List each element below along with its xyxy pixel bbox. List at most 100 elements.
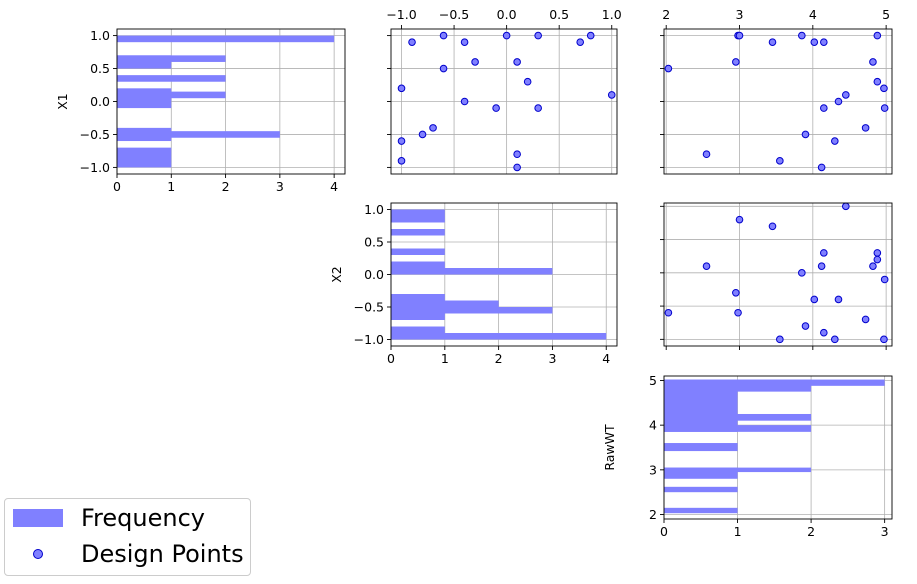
panel-2-2-xtick-label-1: 1 (734, 524, 742, 539)
panel-0-0-ytick-label-3: 0.5 (90, 61, 110, 76)
panel-0-0-bar-5 (117, 75, 226, 82)
panel-1-1-bar-8 (391, 229, 445, 236)
panel-1-1-bar-9 (391, 209, 445, 223)
panel-0-2-point-13 (834, 97, 843, 106)
panel-2-2-frame (663, 375, 893, 520)
legend: Frequency Design Points (4, 498, 251, 576)
frequency-swatch-icon (13, 509, 63, 527)
panel-2-2-ylabel: RawWT (602, 424, 617, 471)
panel-0-1-xtick-label-3: 0.5 (549, 7, 569, 22)
panel-2-2-ytick-label-2: 4 (649, 418, 657, 433)
panel-1-2-point-6 (810, 295, 819, 304)
panel-0-1-point-6 (460, 38, 469, 46)
legend-label-design-points: Design Points (81, 540, 244, 568)
panel-2-2-ytick-label-0: 2 (649, 507, 657, 522)
panel-0-2-point-16 (861, 124, 870, 132)
panel-0-0-ylabel: X1 (55, 93, 70, 110)
panel-0-0-ytick-label-0: −1.0 (80, 160, 110, 175)
panel-1-1-ytick-label-3: 0.5 (364, 235, 384, 250)
panel-1-1-xtick-label-3: 3 (548, 351, 556, 366)
panel-2-2-xtick-label-3: 3 (881, 524, 889, 539)
panel-2-2-bar-2 (664, 467, 738, 479)
panel-1-2-point-17 (801, 322, 810, 330)
panel-0-0-bar-2 (117, 131, 280, 138)
panel-0-1-point-11 (397, 84, 406, 93)
panel-0-1-point-17 (418, 130, 427, 139)
panel-0-1-point-16 (429, 124, 437, 132)
panel-1-2-point-13 (834, 295, 843, 304)
panel-1-1-ytick-label-4: 1.0 (364, 202, 384, 217)
panel-0-0-bar-4 (117, 91, 226, 99)
panel-2-2-ytick-label-1: 3 (649, 462, 657, 477)
panel-0-0-bar-0 (117, 147, 172, 168)
design-point-marker-icon (13, 545, 63, 563)
panel-0-2-xtick-label-3: 5 (882, 7, 890, 22)
panel-2-2-xtick-label-2: 2 (807, 524, 815, 539)
panel-1-2-point-2 (873, 249, 882, 257)
panel-0-2-point-8 (869, 58, 877, 66)
panel-1-2-point-10 (873, 255, 882, 264)
panel-2-2-bar-0 (664, 507, 738, 514)
panel-1-2-point-4 (820, 328, 828, 337)
panel-1-2-point-11 (880, 335, 888, 344)
panel-1-1-ytick-label-2: 0.0 (364, 267, 384, 282)
panel-1-1-ytick-label-0: −1.0 (354, 332, 384, 347)
legend-item-design-points: Design Points (13, 539, 244, 569)
panel-1-1-bar-4 (391, 300, 499, 307)
panel-0-0-bar-7 (117, 55, 226, 62)
panel-0-0-xtick-label-3: 3 (276, 179, 284, 194)
panel-1-2-point-20 (776, 335, 784, 344)
legend-label-frequency: Frequency (81, 504, 205, 532)
panel-0-2-point-6 (810, 38, 819, 46)
panel-1-2-point-18 (831, 335, 839, 344)
panel-0-2-point-7 (732, 58, 740, 66)
panel-1-2-point-16 (861, 315, 870, 324)
panel-1-1-xtick-label-4: 4 (602, 351, 610, 366)
legend-item-frequency: Frequency (13, 503, 205, 533)
panel-1-1-bar-6 (391, 268, 553, 275)
panel-1-1-ylabel: X2 (329, 266, 344, 283)
panel-0-2-xtick-label-1: 3 (736, 7, 744, 22)
panel-0-2-point-11 (880, 84, 888, 93)
panel-1-1-ytick-label-1: −0.5 (354, 300, 384, 315)
panel-0-1-xtick-label-0: −1.0 (386, 7, 416, 22)
panel-0-1-point-4 (408, 38, 416, 46)
panel-0-2-point-21 (817, 163, 826, 172)
panel-0-2-point-9 (664, 64, 673, 73)
panel-2-2-ytick-label-3: 5 (649, 373, 657, 388)
panel-0-1-point-3 (586, 31, 595, 40)
panel-0-2-point-4 (820, 38, 828, 46)
panel-0-1-point-20 (397, 157, 406, 165)
panel-0-1-point-15 (492, 104, 500, 112)
panel-0-2-point-10 (873, 77, 882, 86)
panel-0-2-point-18 (831, 137, 839, 145)
panel-0-1-point-2 (534, 31, 542, 40)
panel-1-2-point-9 (664, 308, 673, 317)
panel-1-2-point-21 (817, 262, 826, 270)
panel-2-2-bar-4 (664, 443, 738, 452)
panel-0-1-xtick-label-4: 1.0 (602, 7, 622, 22)
panel-0-1-xtick-label-1: −0.5 (439, 7, 469, 22)
panel-0-1-point-7 (471, 58, 479, 66)
panel-1-2-point-5 (768, 222, 777, 231)
panel-0-1-point-18 (397, 137, 406, 145)
panel-0-1-xtick-label-2: 0.0 (497, 7, 517, 22)
panel-0-1-point-9 (439, 64, 448, 73)
panel-1-2-point-19 (702, 262, 711, 270)
panel-0-0-xtick-label-2: 2 (222, 179, 230, 194)
panel-0-2-xtick-label-2: 4 (809, 7, 817, 22)
panel-0-1-point-8 (513, 58, 521, 66)
panel-0-1-point-21 (513, 163, 521, 172)
panel-0-0-ytick-label-4: 1.0 (90, 28, 110, 43)
panel-0-2-point-15 (880, 104, 889, 112)
panel-2-2-bar-3 (664, 467, 812, 473)
panel-2-2-bar-6 (664, 425, 812, 432)
panel-2-2-bar-1 (664, 486, 738, 493)
panel-0-0-ytick-label-1: −0.5 (80, 127, 110, 142)
panel-0-1-point-10 (523, 77, 532, 86)
panel-0-2-point-2 (873, 31, 882, 40)
panel-1-1-bar-7 (391, 248, 445, 255)
panel-1-1-bar-3 (391, 307, 553, 314)
panel-0-1-point-5 (576, 38, 585, 46)
